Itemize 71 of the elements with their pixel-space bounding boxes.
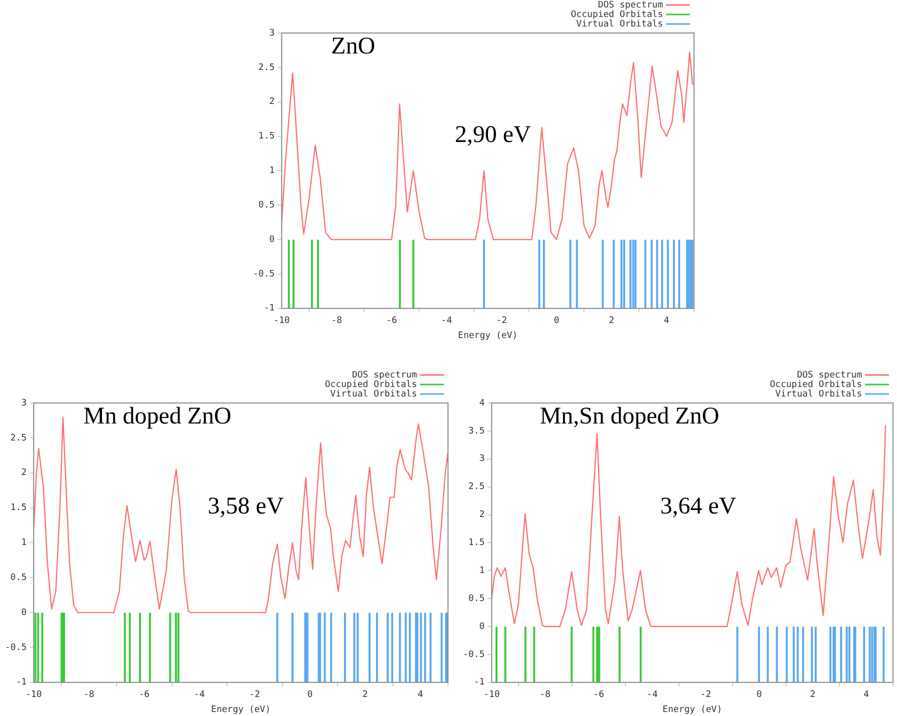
x-tick-label: -2 <box>249 690 260 700</box>
y-tick-label: -1 <box>264 304 275 314</box>
legend-label: Virtual Orbitals <box>330 389 417 400</box>
y-tick-label: 2.5 <box>468 482 485 492</box>
x-tick-label: 0 <box>307 690 313 700</box>
y-tick-label: 0 <box>479 622 485 632</box>
legend-label: DOS spectrum <box>598 0 663 10</box>
chart-title: Mn doped ZnO <box>83 403 232 430</box>
y-tick-label: 2.5 <box>10 433 27 444</box>
annotation: 3,64 eV <box>660 494 737 520</box>
y-tick-label: 0 <box>269 234 275 245</box>
y-tick-label: 3 <box>269 28 275 38</box>
y-tick-label: 0.5 <box>10 572 27 583</box>
y-tick-label: 3.5 <box>468 426 485 436</box>
x-tick-label: 2 <box>362 690 368 700</box>
x-tick-label: 4 <box>664 316 670 326</box>
legend-label: Occupied Orbitals <box>324 380 417 390</box>
y-tick-label: 1.5 <box>10 503 27 514</box>
y-tick-label: -1 <box>16 678 27 688</box>
x-axis-title: Energy (eV) <box>662 704 722 715</box>
x-tick-label: 2 <box>608 316 614 326</box>
x-tick-label: -10 <box>26 690 42 700</box>
x-tick-label: 4 <box>418 690 424 700</box>
y-tick-label: -0.5 <box>252 269 275 280</box>
annotation: 3,58 eV <box>208 494 284 520</box>
x-tick-label: -8 <box>540 690 551 700</box>
x-tick-label: 0 <box>756 690 762 700</box>
y-tick-label: 3 <box>21 398 27 408</box>
y-tick-label: 4 <box>479 398 485 408</box>
y-tick-label: 2 <box>269 97 275 108</box>
legend-label: Virtual Orbitals <box>576 19 663 30</box>
y-tick-label: 1.5 <box>258 132 275 142</box>
y-tick-label: -0.5 <box>462 650 485 660</box>
x-tick-label: -4 <box>194 690 205 700</box>
legend-label: DOS spectrum <box>352 370 417 380</box>
x-tick-label: -2 <box>700 690 712 700</box>
x-tick-label: -6 <box>138 690 150 700</box>
legend-label: Occupied Orbitals <box>770 380 862 390</box>
chart-title: Mn,Sn doped ZnO <box>540 403 720 430</box>
y-tick-label: 2 <box>479 510 485 520</box>
legend-label: Occupied Orbitals <box>570 10 663 20</box>
y-tick-label: 2.5 <box>258 62 275 73</box>
x-tick-label: -8 <box>331 316 342 326</box>
y-tick-label: -0.5 <box>4 642 27 653</box>
x-tick-label: -6 <box>593 690 604 700</box>
y-tick-label: 0.5 <box>468 594 485 604</box>
x-tick-label: -10 <box>484 690 500 700</box>
annotation: 2,90 eV <box>454 122 532 148</box>
y-tick-label: 0 <box>21 608 27 618</box>
x-tick-label: 0 <box>554 316 560 326</box>
x-tick-label: -6 <box>386 316 398 326</box>
x-tick-label: -2 <box>496 316 508 326</box>
y-tick-label: 2 <box>21 468 27 478</box>
x-axis-title: Energy (eV) <box>458 330 518 341</box>
x-axis-title: Energy (eV) <box>211 704 271 715</box>
x-tick-label: -10 <box>274 316 290 326</box>
y-tick-label: 0.5 <box>258 200 275 210</box>
y-tick-label: 3 <box>479 454 485 464</box>
y-tick-label: 1 <box>479 566 485 576</box>
y-tick-label: 1 <box>269 166 275 176</box>
x-tick-label: -4 <box>646 690 658 700</box>
x-tick-label: -4 <box>441 316 452 326</box>
y-tick-label: 1.5 <box>468 538 485 548</box>
legend-label: Virtual Orbitals <box>775 389 862 400</box>
y-tick-label: -1 <box>474 678 485 688</box>
legend-label: DOS spectrum <box>796 370 862 380</box>
x-tick-label: 2 <box>810 690 816 700</box>
x-tick-label: -8 <box>83 690 94 700</box>
x-tick-label: 4 <box>864 690 869 700</box>
chart-title: ZnO <box>331 33 376 60</box>
y-tick-label: 1 <box>21 538 27 548</box>
